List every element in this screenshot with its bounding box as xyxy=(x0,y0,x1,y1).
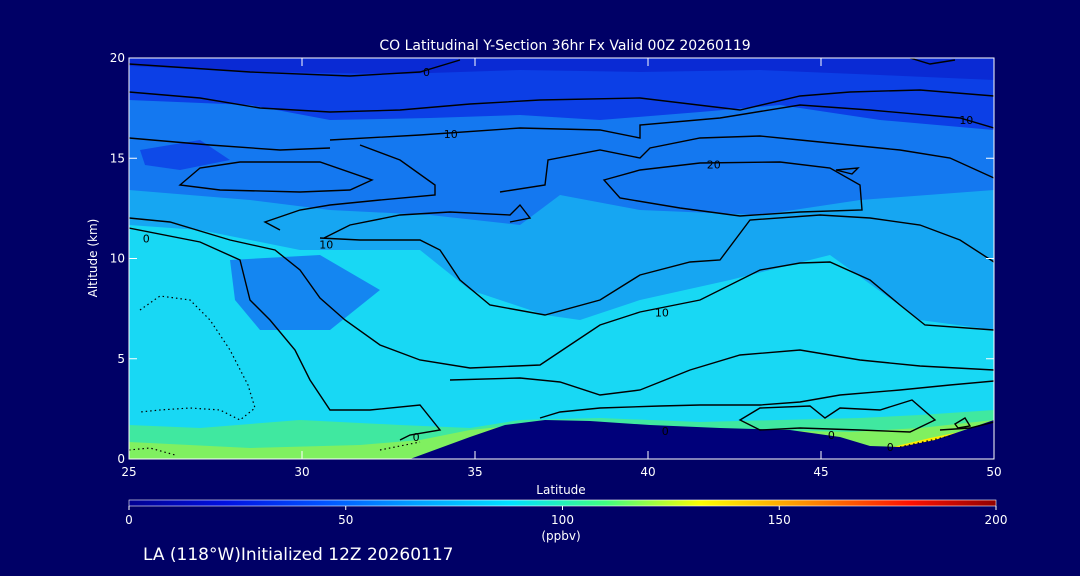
contour-label: 0 xyxy=(828,429,835,442)
contour-line-upper-left xyxy=(129,89,994,113)
x-tick-label: 30 xyxy=(294,465,309,479)
y-tick-label: 20 xyxy=(110,51,125,65)
x-axis-ticks: 25 30 35 40 45 50 xyxy=(121,58,1002,479)
contour-label: 0 xyxy=(423,66,430,79)
contour-line-center-upper xyxy=(323,203,532,239)
contour-line-0-left xyxy=(129,217,994,369)
contour-labels: 0 10 20 10 0 10 10 0 0 0 0 xyxy=(143,66,974,454)
y-tick-label: 15 xyxy=(110,151,125,165)
colorbar-tick-label: 100 xyxy=(551,513,574,527)
contour-label: 0 xyxy=(143,232,150,245)
contour-loop-20 xyxy=(602,161,863,217)
contour-label: 10 xyxy=(319,238,333,251)
x-tick-label: 35 xyxy=(467,465,482,479)
contour-lines xyxy=(129,58,994,441)
colorbar-tick-label: 0 xyxy=(125,513,133,527)
contour-line-0-top xyxy=(129,59,461,77)
field-band-topblue xyxy=(129,58,994,80)
contour-label: 0 xyxy=(662,425,669,438)
contour-line-lower-2 xyxy=(539,380,994,419)
y-tick-label: 10 xyxy=(110,252,125,266)
footer-caption: LA (118°W)Initialized 12Z 20260117 xyxy=(143,545,453,565)
y-axis-label: Altitude (km) xyxy=(86,219,100,298)
colorbar-tick-label: 50 xyxy=(338,513,353,527)
colorbar xyxy=(128,499,997,507)
contour-line-upper-bottom xyxy=(129,137,331,151)
colorbar-ticks: 0 50 100 150 200 xyxy=(125,506,1007,527)
contour-line-top-right xyxy=(909,58,956,65)
contour-line-10-left xyxy=(129,227,442,441)
chart-title: CO Latitudinal Y-Section 36hr Fx Valid 0… xyxy=(379,38,750,54)
colorbar-units: (ppbv) xyxy=(541,529,580,543)
x-tick-label: 45 xyxy=(813,465,828,479)
dotted-contour-left xyxy=(139,295,256,421)
y-axis-ticks: 0 5 10 15 20 xyxy=(110,51,994,466)
y-tick-label: 0 xyxy=(117,452,125,466)
contour-loop-small xyxy=(835,167,860,175)
contour-line-center xyxy=(319,214,994,316)
contour-loop-right xyxy=(738,399,937,433)
field-patch-dark-2 xyxy=(140,140,230,170)
contour-label: 10 xyxy=(959,114,973,127)
x-tick-label: 25 xyxy=(121,465,136,479)
terrain-mask xyxy=(410,420,994,459)
contour-line-10-upper xyxy=(329,104,994,141)
colorbar-tick-label: 150 xyxy=(768,513,791,527)
y-tick-label: 5 xyxy=(117,352,125,366)
field-patch-dark-1 xyxy=(230,255,380,330)
dotted-contours xyxy=(129,295,951,456)
contour-label: 10 xyxy=(444,128,458,141)
contour-label: 20 xyxy=(707,158,721,171)
contour-label: 0 xyxy=(413,431,420,444)
contour-line-lower xyxy=(449,349,994,396)
colorbar-tick-label: 200 xyxy=(985,513,1008,527)
contour-line-surface-right xyxy=(939,421,994,431)
contour-loop-tiny xyxy=(953,417,972,429)
x-tick-label: 50 xyxy=(986,465,1001,479)
contour-field xyxy=(129,58,994,459)
contour-loop-left xyxy=(178,161,374,193)
x-tick-label: 40 xyxy=(640,465,655,479)
x-axis-label: Latitude xyxy=(536,483,585,497)
contour-line-left-mid xyxy=(263,144,436,231)
contour-label: 10 xyxy=(655,307,669,320)
contour-label: 0 xyxy=(887,441,894,454)
contour-line-center-top xyxy=(499,135,994,193)
